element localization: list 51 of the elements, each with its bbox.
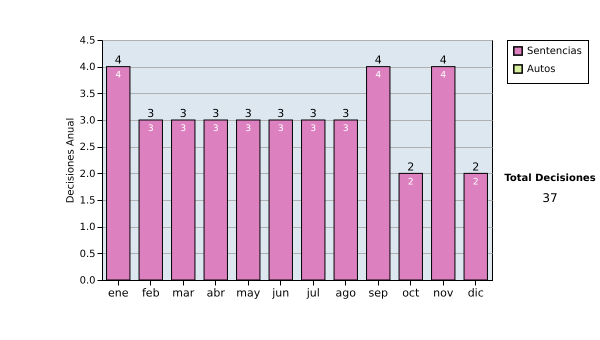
data-label: 4 [375, 70, 382, 81]
y-tick-label: 4.0 [80, 62, 96, 74]
y-tick-label: 2.5 [80, 142, 96, 154]
data-label: 4 [115, 70, 122, 81]
y-tick-label: 3.5 [80, 88, 96, 100]
data-label: 2 [472, 177, 479, 188]
total-label: 3 [147, 107, 154, 120]
text: 37 [542, 191, 558, 205]
total-label: 3 [180, 107, 187, 120]
x-tick-label: sep [368, 286, 388, 300]
total-label: 4 [374, 54, 382, 67]
total-label: 3 [277, 107, 284, 120]
text: Total Decisiones [504, 173, 596, 184]
x-tick-label: jun [271, 286, 290, 300]
y-axis-title: Decisiones Anual [66, 118, 77, 204]
data-label: 3 [245, 124, 252, 134]
legend-label: Autos [527, 64, 556, 75]
total-label: 3 [310, 107, 317, 120]
total-label: 2 [407, 160, 414, 174]
data-label: 3 [180, 124, 186, 134]
data-label: 4 [440, 70, 446, 81]
x-tick-label: ago [336, 286, 356, 300]
x-tick-label: jul [306, 286, 320, 300]
y-tick-label: 2.0 [80, 168, 96, 180]
total-label: 3 [342, 107, 350, 120]
data-label: 3 [278, 124, 284, 134]
x-tick-label: dic [468, 286, 484, 300]
total-label: 3 [244, 107, 252, 120]
x-tick-label: ene [108, 286, 129, 300]
x-tick-label: mar [172, 286, 195, 300]
data-label: 2 [408, 177, 414, 188]
data-label: 3 [342, 124, 349, 134]
y-tick-label: 1.5 [80, 196, 96, 206]
x-tick-label: feb [142, 286, 160, 300]
data-label: 3 [310, 124, 316, 134]
total-label: 4 [114, 54, 122, 67]
legend-label: Sentencias [527, 46, 582, 57]
data-label: 3 [212, 124, 219, 134]
x-tick-label: nov [433, 286, 454, 300]
y-tick-label: 0.5 [80, 248, 96, 260]
y-tick-label: 1.0 [80, 222, 96, 234]
data-label: 3 [148, 124, 154, 134]
y-tick-label: 4.5 [80, 36, 96, 46]
total-label: 2 [472, 160, 480, 174]
x-tick-label: may [236, 286, 261, 300]
x-tick-label: abr [206, 286, 226, 300]
x-tick-label: oct [402, 286, 420, 300]
total-label: 3 [212, 107, 220, 120]
y-tick-label: 0.0 [80, 276, 96, 286]
y-tick-label: 3.0 [80, 116, 96, 126]
total-label: 4 [440, 54, 447, 67]
